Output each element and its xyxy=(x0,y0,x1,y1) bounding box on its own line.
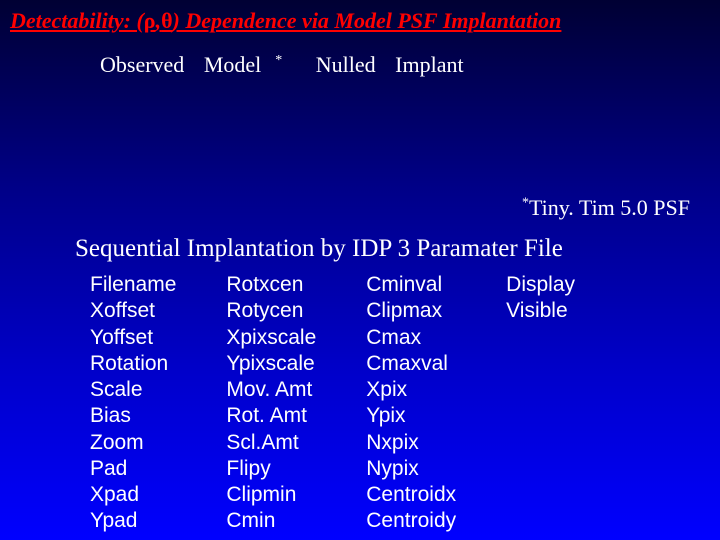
param-item: Bias xyxy=(90,403,176,429)
param-item: Pad xyxy=(90,456,176,482)
param-item: Display xyxy=(506,272,575,298)
label-model: Model* xyxy=(204,52,296,77)
param-item: Yoffset xyxy=(90,325,176,351)
param-item: Centroidy xyxy=(366,508,456,534)
asterisk-icon: * xyxy=(522,196,529,211)
param-column-1: FilenameXoffsetYoffsetRotationScaleBiasZ… xyxy=(90,272,176,535)
param-column-2: RotxcenRotycenXpixscaleYpixscaleMov. Amt… xyxy=(226,272,316,535)
param-item: Rotation xyxy=(90,351,176,377)
psf-footnote: *Tiny. Tim 5.0 PSF xyxy=(522,195,690,221)
param-item: Clipmax xyxy=(366,298,456,324)
param-item: Clipmin xyxy=(226,482,316,508)
label-implant: Implant xyxy=(395,52,463,77)
param-column-3: CminvalClipmaxCmaxCmaxvalXpixYpixNxpixNy… xyxy=(366,272,456,535)
param-item: Visible xyxy=(506,298,575,324)
param-item: Zoom xyxy=(90,430,176,456)
param-item: Scale xyxy=(90,377,176,403)
param-item: Xpad xyxy=(90,482,176,508)
param-item: Cmin xyxy=(226,508,316,534)
param-item: Cmaxval xyxy=(366,351,456,377)
param-item: Rotycen xyxy=(226,298,316,324)
label-observed: Observed xyxy=(100,52,184,77)
parameter-grid: FilenameXoffsetYoffsetRotationScaleBiasZ… xyxy=(90,272,575,535)
param-item: Cminval xyxy=(366,272,456,298)
slide-title: Detectability: (ρ,θ) Dependence via Mode… xyxy=(0,0,720,34)
subheading: Sequential Implantation by IDP 3 Paramat… xyxy=(75,235,563,263)
param-item: Xoffset xyxy=(90,298,176,324)
title-part-suffix: ) Dependence via Model PSF Implantation xyxy=(173,8,562,33)
param-item: Nypix xyxy=(366,456,456,482)
title-greek-theta: θ xyxy=(161,8,172,33)
param-item: Scl.Amt xyxy=(226,430,316,456)
title-part-prefix: Detectability: ( xyxy=(10,8,144,33)
title-greek-rho: ρ xyxy=(144,8,156,33)
param-item: Flipy xyxy=(226,456,316,482)
param-item: Rotxcen xyxy=(226,272,316,298)
param-item: Rot. Amt xyxy=(226,403,316,429)
param-item: Ypad xyxy=(90,508,176,534)
param-column-4: DisplayVisible xyxy=(506,272,575,535)
param-item: Cmax xyxy=(366,325,456,351)
asterisk-icon: * xyxy=(275,53,282,68)
psf-note-text: Tiny. Tim 5.0 PSF xyxy=(529,195,690,220)
param-item: Nxpix xyxy=(366,430,456,456)
param-item: Ypixscale xyxy=(226,351,316,377)
param-item: Xpix xyxy=(366,377,456,403)
param-item: Xpixscale xyxy=(226,325,316,351)
param-item: Centroidx xyxy=(366,482,456,508)
image-labels-row: Observed Model* Nulled Implant xyxy=(0,52,720,78)
param-item: Ypix xyxy=(366,403,456,429)
param-item: Mov. Amt xyxy=(226,377,316,403)
label-nulled: Nulled xyxy=(316,52,376,77)
param-item: Filename xyxy=(90,272,176,298)
